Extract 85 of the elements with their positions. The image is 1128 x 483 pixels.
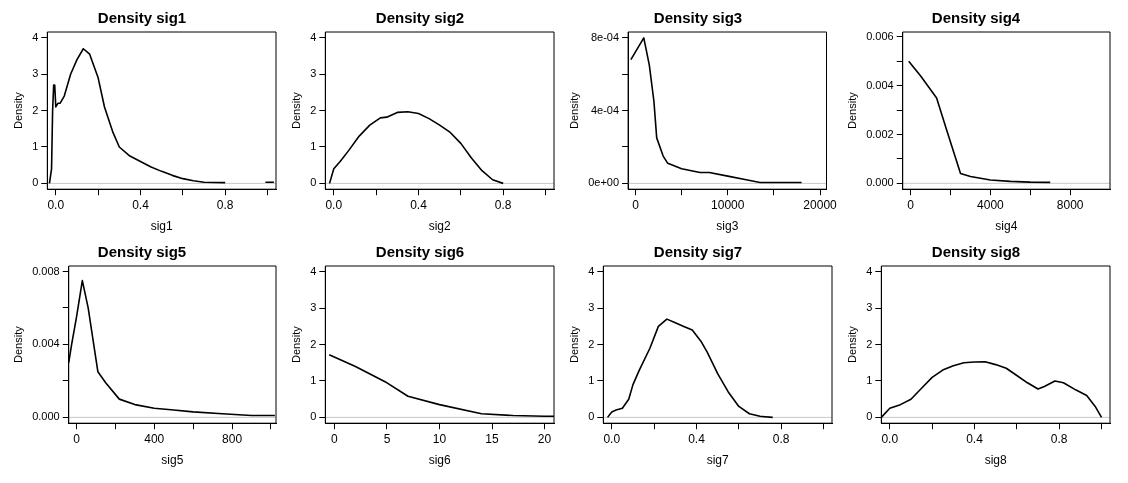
- y-tick-label: 0.004: [32, 337, 60, 350]
- x-tick-label: 0.0: [881, 431, 899, 446]
- y-axis-title: Density: [11, 91, 24, 129]
- y-tick-label: 8e-04: [590, 30, 620, 43]
- chart-title: Density sig7: [653, 243, 743, 261]
- y-tick-label: 4: [866, 264, 873, 277]
- y-tick-label: 4: [32, 30, 39, 43]
- x-axis-title: sig7: [706, 453, 729, 468]
- y-tick-label: 4e-04: [590, 103, 620, 116]
- y-tick-label: 4: [588, 264, 595, 277]
- y-axis-title: Density: [567, 325, 580, 363]
- chart-title: Density sig3: [653, 9, 743, 27]
- x-tick-label: 0.8: [1050, 431, 1068, 446]
- y-tick-label: 3: [866, 301, 873, 314]
- y-tick-label: 3: [310, 301, 317, 314]
- x-axis-title: sig5: [161, 453, 184, 468]
- y-tick-label: 0e+00: [588, 176, 620, 189]
- x-tick-label: 0: [907, 197, 915, 212]
- y-axis-title: Density: [11, 325, 24, 363]
- x-tick-label: 0.4: [966, 431, 984, 446]
- x-tick-label: 0.8: [494, 197, 512, 212]
- x-tick-label: 0.0: [47, 197, 65, 212]
- x-tick-label: 0.4: [410, 197, 428, 212]
- y-tick-label: 0.002: [866, 127, 894, 140]
- y-tick-label: 3: [32, 67, 39, 80]
- y-tick-label: 2: [32, 103, 39, 116]
- y-tick-label: 0.000: [866, 176, 894, 189]
- y-tick-label: 1: [32, 140, 39, 153]
- y-tick-label: 0.008: [32, 264, 60, 277]
- x-tick-label: 0.4: [688, 431, 706, 446]
- chart-title: Density sig1: [97, 9, 187, 27]
- y-tick-label: 2: [866, 337, 873, 350]
- chart-title: Density sig4: [931, 9, 1021, 27]
- y-tick-label: 0.000: [32, 410, 60, 423]
- chart-title: Density sig5: [97, 243, 187, 261]
- y-tick-label: 0: [310, 176, 317, 189]
- x-tick-label: 20: [537, 431, 552, 446]
- y-tick-label: 2: [588, 337, 595, 350]
- y-tick-label: 3: [310, 67, 317, 80]
- x-tick-label: 0.0: [603, 431, 621, 446]
- x-tick-label: 0.8: [216, 197, 234, 212]
- y-tick-label: 1: [866, 374, 873, 387]
- y-axis-title: Density: [845, 91, 858, 129]
- y-tick-label: 1: [588, 374, 595, 387]
- y-axis-title: Density: [289, 91, 302, 129]
- y-tick-label: 0: [32, 176, 39, 189]
- x-tick-label: 15: [485, 431, 500, 446]
- x-axis-title: sig1: [150, 219, 173, 234]
- y-tick-label: 0: [310, 410, 317, 423]
- x-tick-label: 10: [432, 431, 447, 446]
- x-tick-label: 0: [331, 431, 339, 446]
- x-tick-label: 0: [632, 197, 640, 212]
- x-axis-title: sig2: [428, 219, 451, 234]
- x-tick-label: 0.4: [132, 197, 150, 212]
- x-tick-label: 800: [222, 431, 243, 446]
- y-tick-label: 0.004: [866, 78, 894, 91]
- x-axis-title: sig3: [716, 219, 739, 234]
- x-axis-title: sig4: [995, 219, 1018, 234]
- y-tick-label: 0: [866, 410, 873, 423]
- x-tick-label: 0.0: [325, 197, 343, 212]
- y-tick-label: 4: [310, 264, 317, 277]
- x-tick-label: 20000: [803, 197, 838, 212]
- y-tick-label: 1: [310, 140, 317, 153]
- y-tick-label: 0.006: [866, 29, 894, 42]
- y-tick-label: 3: [588, 301, 595, 314]
- y-tick-label: 4: [310, 30, 317, 43]
- chart-title: Density sig2: [375, 9, 465, 27]
- x-axis-title: sig8: [984, 453, 1007, 468]
- x-tick-label: 5: [383, 431, 391, 446]
- y-tick-label: 0: [588, 410, 595, 423]
- x-tick-label: 10000: [711, 197, 745, 212]
- chart-title: Density sig6: [375, 243, 465, 261]
- chart-title: Density sig8: [931, 243, 1021, 261]
- x-tick-label: 4000: [977, 197, 1005, 212]
- y-axis-title: Density: [567, 91, 580, 129]
- y-tick-label: 1: [310, 374, 317, 387]
- x-tick-label: 0: [73, 431, 81, 446]
- x-tick-label: 0.8: [772, 431, 790, 446]
- x-tick-label: 8000: [1056, 197, 1084, 212]
- y-tick-label: 2: [310, 337, 317, 350]
- x-axis-title: sig6: [428, 453, 451, 468]
- y-tick-label: 2: [310, 103, 317, 116]
- x-tick-label: 400: [144, 431, 165, 446]
- y-axis-title: Density: [289, 325, 302, 363]
- y-axis-title: Density: [845, 325, 858, 363]
